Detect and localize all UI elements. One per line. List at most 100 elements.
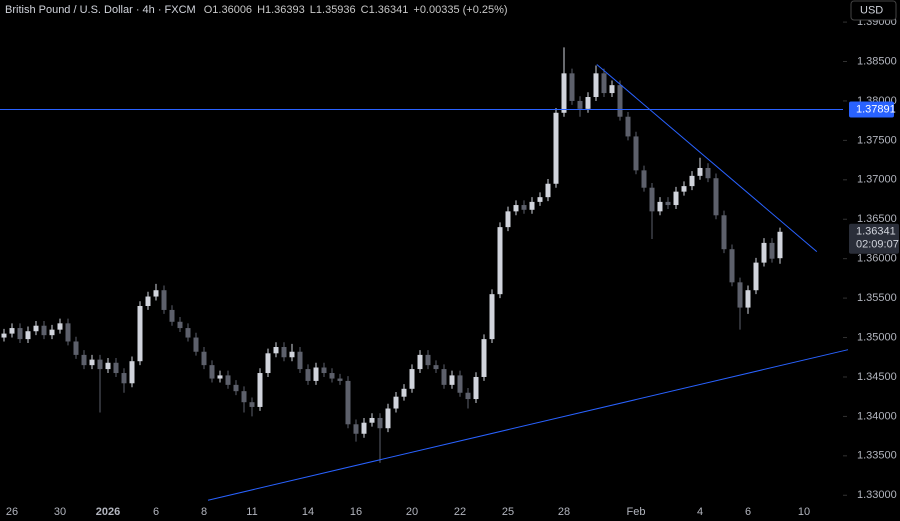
candle-body (249, 402, 255, 407)
candle-body (401, 388, 407, 397)
x-tick-label: Feb (627, 506, 646, 518)
y-tick-label: 1.36500 (857, 213, 897, 225)
plot-area (0, 47, 849, 501)
currency-button[interactable] (850, 0, 897, 21)
candle-body (673, 191, 679, 206)
candle-body (265, 353, 271, 374)
candle-body (201, 351, 207, 366)
y-tick-label: 1.34500 (857, 371, 897, 383)
candle-body (425, 354, 431, 366)
hline-price-tag (849, 101, 894, 118)
y-tick-label: 1.35500 (857, 292, 897, 304)
candle-body (609, 85, 615, 94)
candle-body (33, 325, 39, 332)
candle-body (321, 367, 327, 374)
candle-body (569, 73, 575, 101)
candle-body (665, 201, 671, 206)
candle-body (297, 351, 303, 370)
candle-body (577, 100, 583, 109)
chart-title: British Pound / U.S. Dollar · 4h · FXCM (5, 4, 196, 16)
candle-body (57, 323, 63, 330)
currency-label[interactable]: USD (860, 4, 883, 16)
candle-body (737, 282, 743, 308)
x-tick-label: 28 (558, 506, 570, 518)
x-tick-label: 10 (798, 506, 810, 518)
x-tick-label: 26 (6, 506, 18, 518)
candle-body (337, 378, 343, 381)
candle-body (417, 354, 423, 370)
ohlc-value: C1.36341 (361, 4, 409, 16)
candle-body (89, 359, 95, 366)
candle-body (657, 201, 663, 212)
last-price-tag (849, 223, 899, 254)
candle-body (545, 183, 551, 198)
candle-body (145, 296, 151, 306)
candle-body (625, 116, 631, 137)
candle-body (273, 347, 279, 354)
x-tick-label: 2026 (96, 506, 120, 518)
price-axis (843, 0, 900, 521)
x-tick-label: 20 (406, 506, 418, 518)
candle-body (105, 362, 111, 370)
ohlc-value: H1.36393 (257, 4, 305, 16)
x-tick-label: 25 (502, 506, 514, 518)
candle-body (169, 309, 175, 322)
countdown-label: 02:09:07 (856, 239, 899, 251)
hline-price-label: 1.37891 (856, 103, 896, 115)
y-tick-label: 1.38500 (857, 55, 897, 67)
candle-body (513, 205, 519, 212)
candle-body (537, 197, 543, 202)
y-tick-label: 1.33000 (857, 489, 897, 501)
candle-body (193, 337, 199, 352)
ohlc-value: +0.00335 (+0.25%) (413, 4, 507, 16)
candle-body (329, 373, 335, 379)
candle-body (633, 136, 639, 171)
candle-body (457, 375, 463, 393)
candle-body (393, 396, 399, 409)
candle-body (593, 73, 599, 98)
x-tick-label: 4 (697, 506, 703, 518)
candle-body (81, 354, 87, 366)
candle-body (617, 85, 623, 117)
candle-body (489, 294, 495, 340)
candle-body (153, 290, 159, 297)
candle-body (1, 333, 7, 338)
y-tick-label: 1.34000 (857, 410, 897, 422)
candle-body (681, 186, 687, 192)
trendline (596, 64, 818, 252)
candle-body (721, 215, 727, 250)
candle-body (241, 391, 247, 403)
y-tick-label: 1.37000 (857, 174, 897, 186)
candle-body (697, 167, 703, 176)
ohlc-value: L1.35936 (310, 4, 356, 16)
x-tick-label: 6 (745, 506, 751, 518)
x-tick-label: 14 (302, 506, 314, 518)
candle-body (65, 323, 71, 342)
candle-body (353, 424, 359, 434)
candle-body (441, 369, 447, 385)
header: British Pound / U.S. Dollar · 4h · FXCM O… (5, 4, 508, 16)
candle-body (713, 178, 719, 216)
candle-body (689, 175, 695, 187)
candle-body (113, 362, 119, 374)
x-tick-label: 22 (454, 506, 466, 518)
candle-body (137, 305, 143, 362)
overlay: 1.33000 1.33500 1.34000 1.34500 1.35000 1.355… (5, 0, 899, 518)
y-tick-label: 1.36000 (857, 253, 897, 265)
x-tick-label: 30 (54, 506, 66, 518)
candle-body (561, 73, 567, 113)
candle-body (177, 321, 183, 329)
candle-body (185, 328, 191, 338)
candle-body (361, 422, 367, 434)
candle-body (121, 373, 127, 384)
candle-body (97, 359, 103, 370)
candle-body (473, 376, 479, 400)
candle-body (305, 369, 311, 381)
x-tick-label: 11 (246, 506, 257, 518)
candle-body (209, 365, 215, 379)
candle-body (529, 201, 535, 210)
candle-body (641, 170, 647, 188)
candle-body (73, 341, 79, 355)
candle-body (25, 331, 31, 340)
